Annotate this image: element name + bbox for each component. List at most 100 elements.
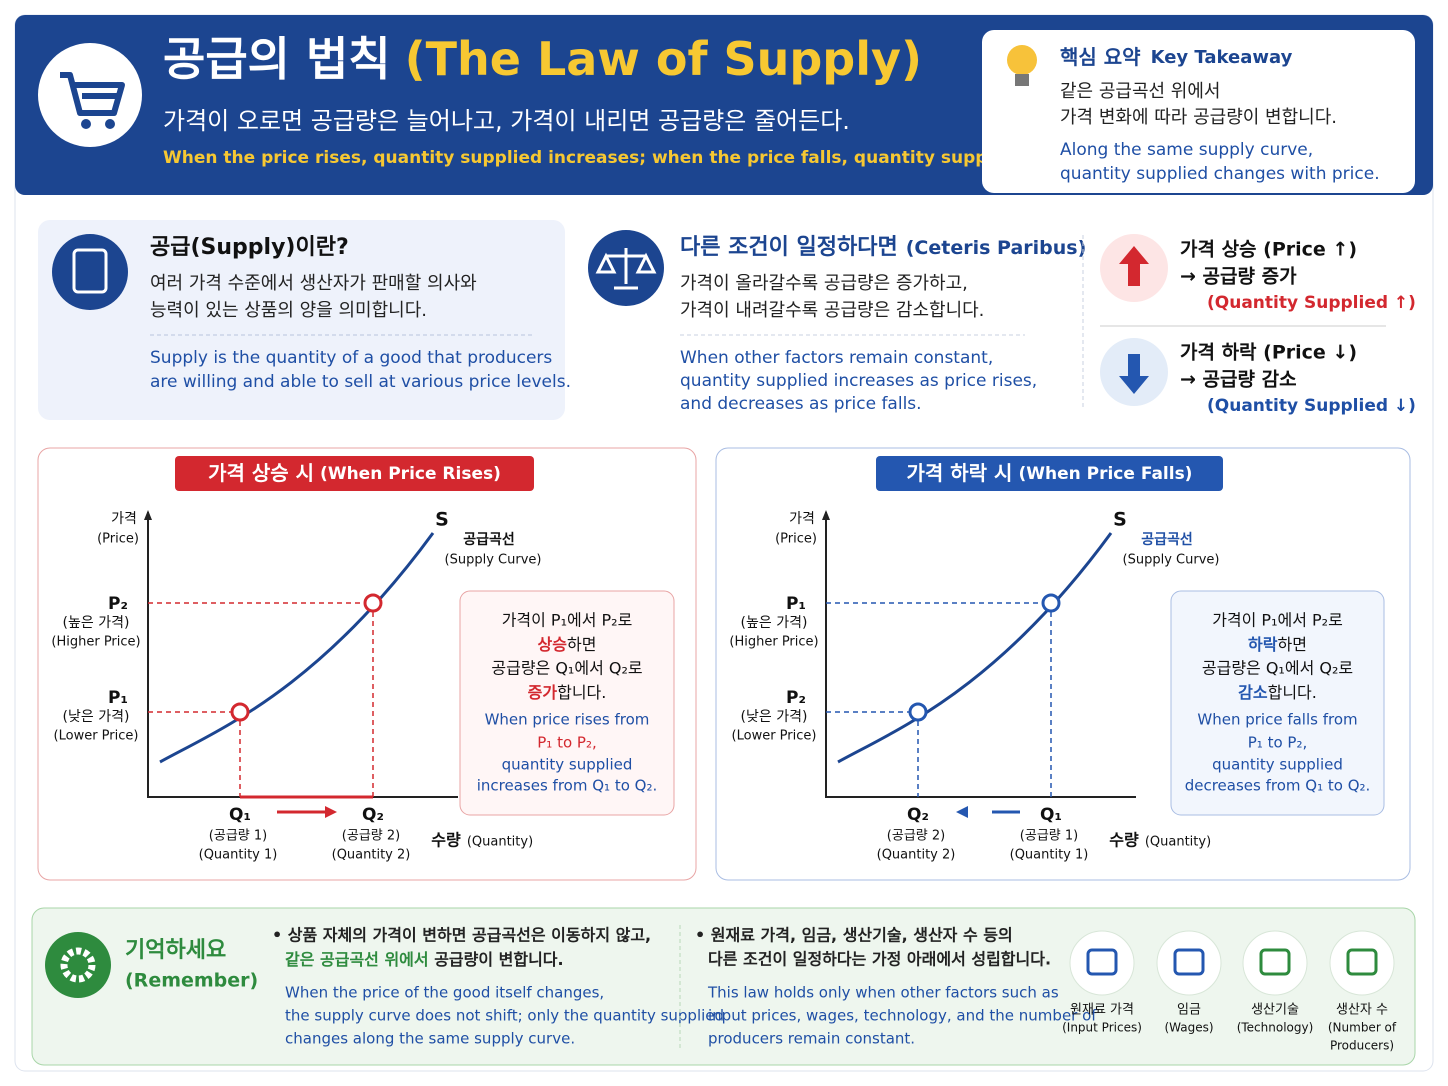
- gear-icon: [45, 932, 111, 998]
- factor-glyph: [1086, 948, 1118, 976]
- remember-point1-en: the supply curve does not shift; only th…: [285, 1007, 724, 1025]
- panels-y-label: 가격: [789, 511, 815, 527]
- remember-icons-en: (Input Prices): [1062, 1021, 1142, 1035]
- axis-arrow: [822, 510, 830, 520]
- factor-icon: [1242, 930, 1308, 996]
- axes: [825, 512, 1136, 798]
- panels-left-quantity: (공급량 1): [209, 829, 267, 844]
- highlight: 증가: [528, 683, 558, 702]
- remember-icons-en: Producers): [1330, 1039, 1394, 1053]
- header-subtitle-ko: 가격이 오로면 공급량은 늘어나고, 가격이 내리면 공급량은 줄어든다.: [163, 107, 850, 135]
- factor-icon: [1069, 930, 1135, 996]
- point: [363, 593, 383, 613]
- panels-upper-price: P₁: [786, 594, 806, 614]
- factor-icon: [1156, 930, 1222, 996]
- rules-label: 가격 하락 (Price ↓): [1180, 342, 1357, 364]
- explain-box: [1170, 590, 1385, 816]
- panels-x-label: 수량: [1109, 831, 1139, 850]
- panels-box-en: quantity supplied: [502, 756, 633, 774]
- panels-right-quantity: (Quantity 1): [1010, 848, 1089, 863]
- panels-y-label: (Price): [775, 532, 817, 547]
- takeaway-lines-ko: 가격 변화에 따라 공급량이 변합니다.: [1060, 107, 1337, 128]
- supply-curve: [837, 532, 1113, 764]
- remember-point2-en: input prices, wages, technology, and the…: [708, 1007, 1097, 1025]
- remember-point1-en: changes along the same supply curve.: [285, 1030, 575, 1048]
- highlight: 하락: [1248, 635, 1278, 654]
- point: [1041, 593, 1061, 613]
- remember-point1-ko: • 상품 자체의 가격이 변하면 공급곡선은 이동하지 않고,: [272, 926, 651, 945]
- takeaway-lines-en: quantity supplied changes with price.: [1060, 164, 1380, 184]
- remember-point2-ko: 다른 조건이 일정하다는 가정 아래에서 성립합니다.: [708, 950, 1051, 969]
- remember-icons-ko: 원재료 가격: [1070, 1003, 1134, 1018]
- remember-point2-ko: • 원재료 가격, 임금, 생산기술, 생산자 수 등의: [695, 926, 1013, 945]
- bulb-base: [1015, 74, 1029, 86]
- point: [230, 702, 250, 722]
- factor-icon: [1329, 930, 1395, 996]
- remember-icons-en: (Wages): [1164, 1021, 1213, 1035]
- rules-note: (Quantity Supplied ↓): [1207, 396, 1416, 416]
- clipboard-icon: [52, 234, 128, 310]
- definition-lines-ko: 능력이 있는 상품의 양을 의미합니다.: [150, 300, 427, 321]
- header-title-en: (The Law of Supply): [405, 32, 922, 86]
- text: 합니다.: [557, 683, 606, 702]
- rules-result: → 공급량 증가: [1180, 266, 1297, 288]
- up-arrow: [1119, 246, 1149, 286]
- panels-upper-price: (높은 가격): [63, 615, 130, 631]
- panels-left-quantity: (Quantity 2): [877, 848, 956, 863]
- title-ko: 가격 상승 시: [208, 461, 314, 485]
- panels-right-quantity: (Quantity 2): [332, 848, 411, 863]
- panel-title: 가격 상승 시 (When Price Rises): [208, 461, 501, 485]
- panels-curve-name: (Supply Curve): [1123, 553, 1220, 568]
- remember-icons-ko: 생산자 수: [1336, 1003, 1388, 1018]
- remember-point1-ko: 같은 공급곡선 위에서: [285, 950, 429, 969]
- text: 하면: [1278, 635, 1307, 654]
- panels-y-label: 가격: [111, 511, 137, 527]
- panels-lower-price: P₁: [108, 688, 128, 708]
- text: 원재료 가격 (Input Prices) 임금 (Wages) 생산기술 (Techno…: [1062, 930, 1397, 1053]
- remember-box: [31, 907, 1416, 1066]
- factor-glyph: [1173, 948, 1205, 976]
- definition-title: 공급(Supply)이란?: [150, 235, 349, 260]
- remember-icons-ko: 임금: [1177, 1003, 1201, 1018]
- panels-y-label: (Price): [97, 532, 139, 547]
- remember-title-en: (Remember): [125, 970, 258, 992]
- box-line: 상승하면: [538, 635, 597, 654]
- takeaway-title-en: Key Takeaway: [1151, 47, 1293, 68]
- highlight: 감소: [1238, 683, 1268, 702]
- panels-box-ko: 공급량은 Q₁에서 Q₂로: [1202, 659, 1353, 678]
- panels-left-quantity: (공급량 2): [887, 829, 945, 844]
- takeaway-title: 핵심 요약 Key Takeaway: [1060, 45, 1293, 69]
- ceteris-lines-ko: 가격이 내려갈수록 공급량은 감소합니다.: [680, 300, 984, 321]
- rise-panel: 가격 상승 시 (When Price Rises) 가격 (Price) S 공급곡선 (…: [37, 447, 697, 881]
- remember-icons-ko: 생산기술: [1251, 1003, 1299, 1018]
- definition-lines-en: Supply is the quantity of a good that pr…: [150, 348, 552, 368]
- panels-right-quantity: (공급량 2): [342, 829, 400, 844]
- text: 가격 상승 시 (When Price Rises) 가격 (Price) S 공급곡선 (…: [37, 447, 1411, 881]
- title: 공급의 법칙 (The Law of Supply): [163, 32, 922, 86]
- panels-box-ko: 가격이 P₁에서 P₂로: [1212, 611, 1343, 630]
- panels-box-ko: 가격이 P₁에서 P₂로: [502, 611, 633, 630]
- remember-icons-en: (Number of: [1328, 1021, 1397, 1035]
- down-arrow: [1119, 354, 1149, 394]
- remember-icons-en: (Technology): [1237, 1021, 1314, 1035]
- text: 하면: [567, 635, 596, 654]
- factor-glyph: [1346, 948, 1378, 976]
- bulb-icon: [1007, 45, 1037, 75]
- panels-curve-name: 공급곡선: [463, 532, 515, 548]
- panels-curve-name: (Supply Curve): [445, 553, 542, 568]
- panels-box-en: When price falls from: [1197, 711, 1357, 729]
- ceteris-lines-ko: 가격이 올라갈수록 공급량은 증가하고,: [680, 273, 968, 294]
- fall-panel: 가격 하락 시 (When Price Falls) 가격 (Price) S 공급곡선 (…: [715, 447, 1411, 881]
- panels-x-label: (Quantity): [1145, 835, 1211, 850]
- scale-shape: [595, 248, 657, 290]
- rules-note: (Quantity Supplied ↑): [1207, 293, 1416, 313]
- ceteris-title: 다른 조건이 일정하다면 (Ceteris Paribus): [680, 235, 1086, 260]
- panels-right-quantity: Q₁: [1040, 805, 1062, 825]
- cart-shape: [60, 72, 125, 116]
- remember-point1-ko: 공급량이 변합니다.: [429, 950, 564, 969]
- panels-upper-price: P₂: [108, 594, 128, 614]
- ceteris-title-ko: 다른 조건이 일정하다면: [680, 235, 898, 260]
- panels-curve-label: S: [435, 509, 449, 531]
- panel-title-pill: [876, 456, 1223, 491]
